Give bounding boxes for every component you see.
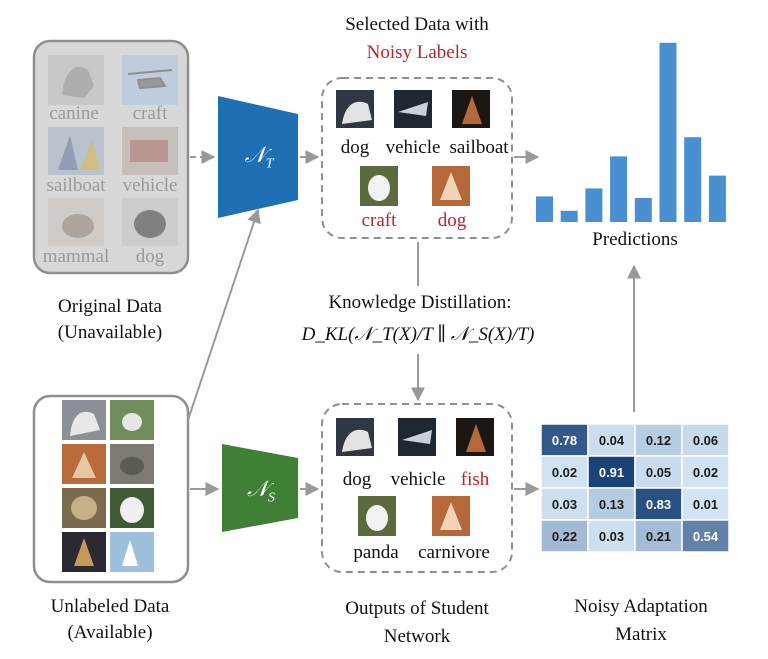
matrix-cell-3-3 bbox=[681, 519, 730, 553]
predictions-bar-chart bbox=[536, 42, 726, 222]
selected-data-box bbox=[321, 77, 513, 239]
matrix-value-0-0: 0.78 bbox=[552, 433, 577, 448]
matrix-cell-3-0 bbox=[540, 519, 589, 553]
matrix-caption-2: Matrix bbox=[615, 624, 667, 645]
matrix-value-2-1: 0.13 bbox=[599, 497, 624, 512]
original-label-mammal: mammal bbox=[42, 246, 110, 267]
selected-label-dog-noisy: dog bbox=[437, 210, 467, 231]
prediction-bar-6 bbox=[659, 42, 677, 222]
distillation-formula: D_KL(𝒩_T(X)/T ∥ 𝒩_S(X)/T) bbox=[301, 324, 535, 345]
original-label-sailboat: sailboat bbox=[46, 175, 106, 196]
prediction-bar-2 bbox=[560, 210, 578, 222]
unlabeled-data-caption-2: (Available) bbox=[67, 622, 153, 643]
selected-data-title-2: Noisy Labels bbox=[366, 42, 468, 63]
noisy-adaptation-matrix: 0.78 0.04 0.12 0.06 0.02 0.91 0.05 0.02 0.03 0.13… bbox=[540, 423, 730, 553]
teacher-subscript: T bbox=[265, 156, 274, 172]
prediction-bar-8 bbox=[708, 175, 726, 222]
student-symbol: 𝒩 bbox=[246, 476, 269, 501]
selected-label-craft: craft bbox=[361, 210, 397, 231]
prediction-bar-7 bbox=[684, 137, 702, 222]
matrix-cell-2-3 bbox=[681, 487, 730, 521]
matrix-cell-3-1 bbox=[587, 519, 636, 553]
original-data-caption-1: Original Data bbox=[58, 296, 162, 317]
matrix-value-0-1: 0.04 bbox=[599, 433, 625, 448]
selected-data-title-1: Selected Data with bbox=[345, 14, 489, 35]
student-network-label: 𝒩S bbox=[228, 478, 294, 509]
output-label-fish: fish bbox=[460, 469, 490, 490]
unlabeled-data-caption-1: Unlabeled Data bbox=[50, 596, 170, 617]
teacher-network-label: 𝒩T bbox=[226, 144, 292, 175]
output-label-carnivore: carnivore bbox=[418, 542, 490, 563]
prediction-bar-5 bbox=[634, 198, 652, 222]
matrix-caption-1: Noisy Adaptation bbox=[574, 596, 708, 617]
original-label-dog: dog bbox=[135, 246, 165, 267]
matrix-cell-1-2 bbox=[634, 455, 683, 489]
unlabeled-data-panel bbox=[32, 394, 190, 584]
original-label-canine: canine bbox=[49, 103, 99, 124]
matrix-value-1-0: 0.02 bbox=[552, 465, 577, 480]
matrix-value-3-1: 0.03 bbox=[599, 529, 624, 544]
output-label-panda: panda bbox=[353, 542, 399, 563]
student-outputs-box bbox=[321, 403, 513, 573]
matrix-cell-2-0 bbox=[540, 487, 589, 521]
matrix-value-3-0: 0.22 bbox=[552, 529, 577, 544]
prediction-bar-3 bbox=[585, 188, 603, 222]
output-label-dog: dog bbox=[342, 469, 372, 490]
matrix-value-1-2: 0.05 bbox=[646, 465, 671, 480]
output-label-vehicle: vehicle bbox=[390, 469, 446, 490]
matrix-value-1-1: 0.91 bbox=[599, 465, 624, 480]
student-subscript: S bbox=[268, 490, 276, 506]
original-data-panel bbox=[32, 39, 190, 275]
teacher-symbol: 𝒩 bbox=[244, 142, 266, 167]
matrix-cell-2-1 bbox=[587, 487, 636, 521]
matrix-cell-1-3 bbox=[681, 455, 730, 489]
teacher-network-shape bbox=[218, 96, 298, 218]
prediction-bar-1 bbox=[536, 196, 553, 222]
student-network-shape bbox=[222, 444, 298, 532]
original-label-vehicle: vehicle bbox=[122, 175, 178, 196]
predictions-label: Predictions bbox=[592, 229, 678, 250]
matrix-value-2-0: 0.03 bbox=[552, 497, 577, 512]
prediction-bar-4 bbox=[610, 156, 628, 222]
matrix-value-2-2: 0.83 bbox=[646, 497, 671, 512]
matrix-value-0-2: 0.12 bbox=[646, 433, 671, 448]
matrix-value-1-3: 0.02 bbox=[693, 465, 718, 480]
original-data-caption-2: (Unavailable) bbox=[57, 322, 163, 343]
student-outputs-caption-2: Network bbox=[383, 626, 451, 647]
distillation-title: Knowledge Distillation: bbox=[328, 292, 512, 313]
original-label-craft: craft bbox=[132, 103, 168, 124]
arrow-unlabeled-to-teacher bbox=[187, 208, 261, 421]
matrix-value-3-3: 0.54 bbox=[693, 529, 719, 544]
selected-label-dog: dog bbox=[340, 137, 370, 158]
matrix-value-3-2: 0.21 bbox=[646, 529, 671, 544]
selected-label-sailboat: sailboat bbox=[449, 137, 509, 158]
matrix-value-2-3: 0.01 bbox=[693, 497, 718, 512]
matrix-value-0-3: 0.06 bbox=[693, 433, 718, 448]
student-outputs-caption-1: Outputs of Student bbox=[345, 598, 489, 619]
selected-label-vehicle: vehicle bbox=[385, 137, 441, 158]
